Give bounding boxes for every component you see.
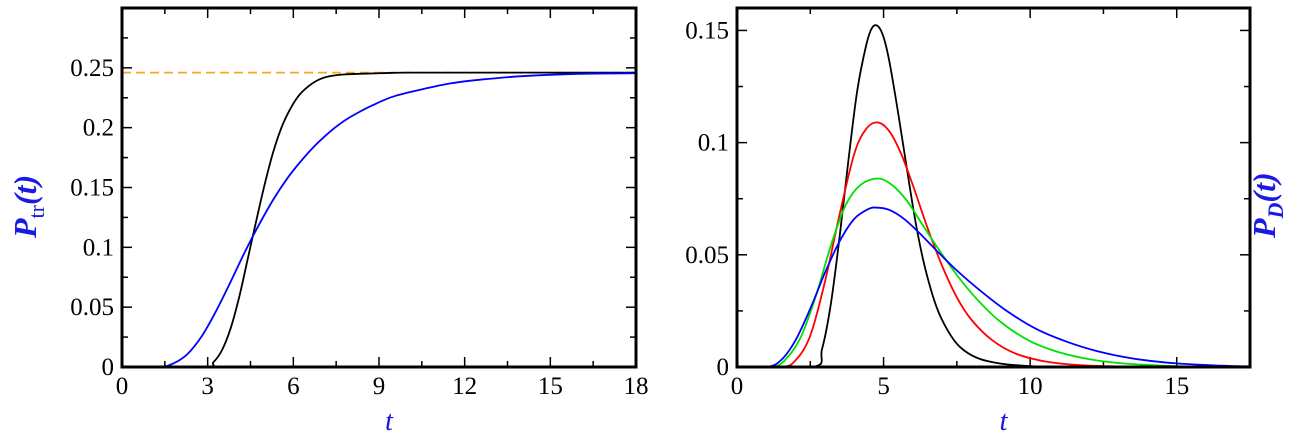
plot-frame <box>120 6 638 369</box>
series-group <box>737 24 1250 367</box>
y-tick-label: 0.15 <box>685 17 729 44</box>
x-tick-label: 0 <box>731 373 744 400</box>
y-axis-label-text: PD(t) <box>1246 172 1288 239</box>
series-line-0 <box>737 24 1250 367</box>
plot-frame <box>735 6 1252 369</box>
y-axis-label: PD(t) <box>1246 172 1288 239</box>
left-panel: 0 3 6 9 12 15 18 0 0.05 0.1 0.15 0.2 0.25 t Ptr(t) <box>7 6 649 436</box>
y-tick-label: 0.1 <box>698 130 729 157</box>
series-line-2 <box>737 177 1250 367</box>
x-axis-label: t <box>385 405 394 436</box>
x-tick-label: 12 <box>452 373 477 400</box>
y-axis-label: Ptr(t) <box>7 175 49 239</box>
x-tick-label: 0 <box>116 373 129 400</box>
y-tick-label: 0.05 <box>685 242 729 269</box>
y-tick-label: 0.1 <box>83 234 114 261</box>
x-tick-label: 5 <box>877 373 890 400</box>
series-line-1 <box>737 121 1250 367</box>
series-group <box>122 71 636 367</box>
series-line-3 <box>737 206 1250 367</box>
x-tick-label: 3 <box>201 373 214 400</box>
tick-marks <box>736 8 1251 368</box>
x-tick-label: 15 <box>538 373 563 400</box>
x-tick-label: 10 <box>1018 373 1043 400</box>
x-tick-label: 15 <box>1164 373 1189 400</box>
y-tick-label: 0.2 <box>83 115 114 142</box>
y-tick-label: 0.25 <box>70 55 114 82</box>
y-tick-label: 0.15 <box>70 175 114 202</box>
x-tick-label: 6 <box>287 373 300 400</box>
series-line-1 <box>122 72 636 367</box>
y-tick-label: 0.05 <box>70 294 114 321</box>
y-tick-label: 0 <box>102 354 115 381</box>
x-tick-label: 18 <box>624 373 649 400</box>
x-axis-label: t <box>999 405 1008 436</box>
y-axis-label-text: Ptr(t) <box>7 175 49 239</box>
x-tick-label: 9 <box>373 373 386 400</box>
y-tick-label: 0 <box>717 354 730 381</box>
right-panel: 0 5 10 15 0 0.05 0.1 0.15 t PD(t) <box>685 6 1288 436</box>
tick-marks <box>121 7 637 368</box>
series-line-0 <box>122 71 636 367</box>
